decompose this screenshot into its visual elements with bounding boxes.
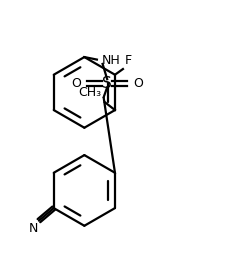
Text: NH: NH <box>101 54 120 67</box>
Text: O: O <box>133 77 143 90</box>
Text: O: O <box>71 77 81 90</box>
Text: F: F <box>125 54 132 67</box>
Text: N: N <box>28 222 38 235</box>
Text: CH₃: CH₃ <box>78 86 101 99</box>
Text: S: S <box>102 76 111 91</box>
